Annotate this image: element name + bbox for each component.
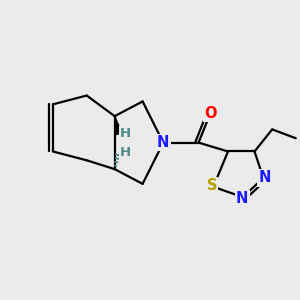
Polygon shape xyxy=(115,116,122,134)
Text: O: O xyxy=(204,106,217,121)
Text: H: H xyxy=(120,127,131,140)
Text: N: N xyxy=(157,135,170,150)
Text: H: H xyxy=(120,146,131,159)
Text: N: N xyxy=(259,170,271,185)
Text: S: S xyxy=(207,178,217,193)
Text: N: N xyxy=(236,191,248,206)
